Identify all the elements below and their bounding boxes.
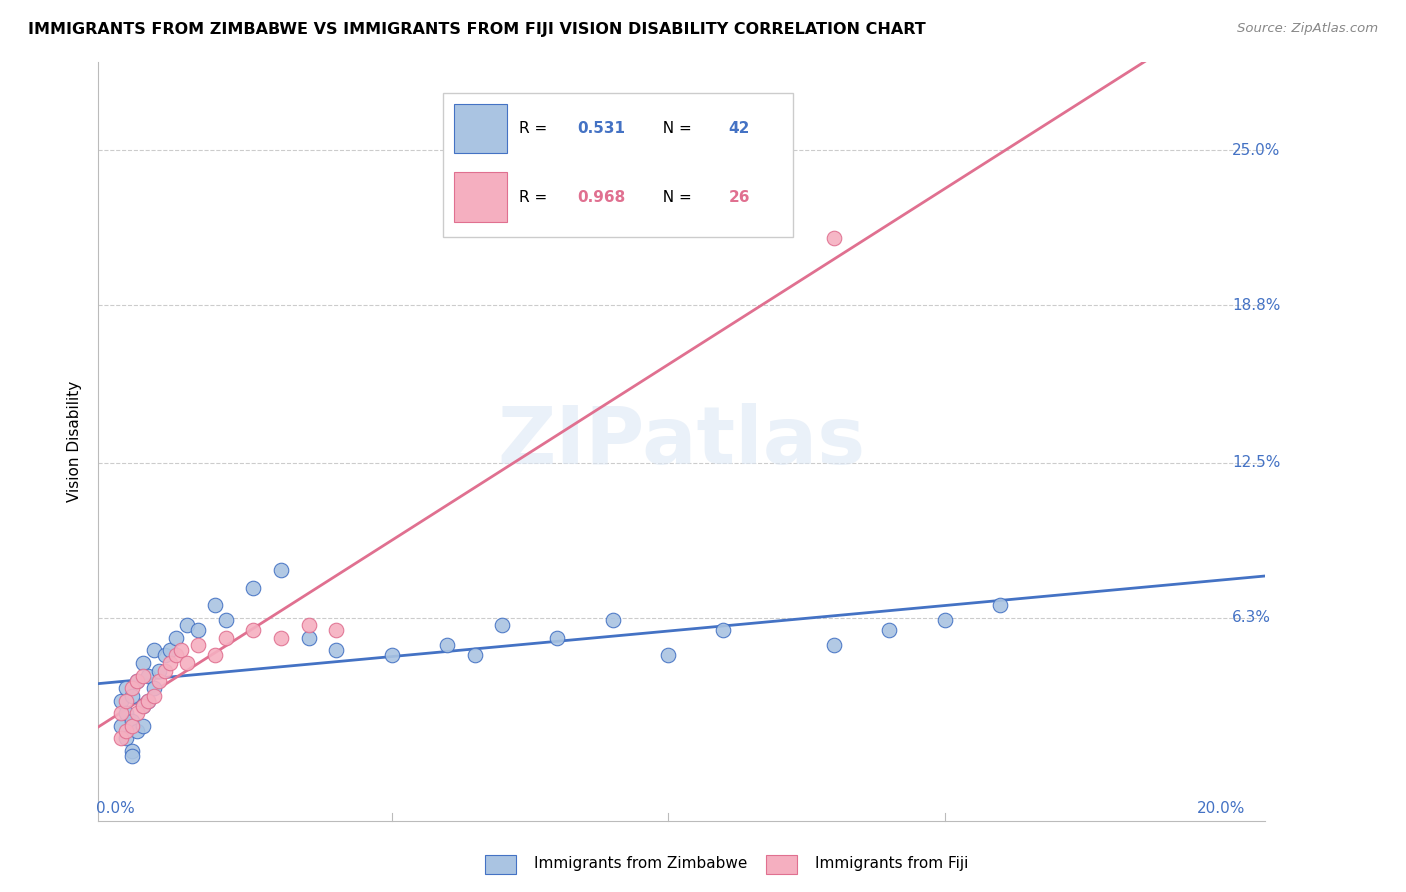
Text: 0.531: 0.531 [576,121,624,136]
Point [159,656,181,670]
Point [879,624,901,638]
Point [127,673,149,688]
Point [115,706,138,720]
Text: Source: ZipAtlas.com: Source: ZipAtlas.com [1237,22,1378,36]
Point [214,614,236,628]
Point [242,624,264,638]
Point [115,693,138,707]
Point [142,681,165,695]
Point [713,624,735,638]
Point [136,668,159,682]
Text: Immigrants from Fiji: Immigrants from Fiji [815,856,969,871]
Text: 20.0%: 20.0% [1197,801,1246,815]
Point [270,631,292,645]
Point [214,631,236,645]
Text: Immigrants from Zimbabwe: Immigrants from Zimbabwe [534,856,748,871]
Point [127,723,149,738]
Point [121,748,143,763]
Point [153,648,176,663]
Bar [454,172,508,221]
Text: R =: R = [519,190,551,205]
Text: ZIPatlas: ZIPatlas [498,402,866,481]
Text: 6.3%: 6.3% [1232,610,1271,625]
Point [204,599,226,613]
Point [127,673,149,688]
Point [115,731,138,745]
Point [297,631,319,645]
Point [823,230,845,244]
Point [491,618,513,632]
Point [136,693,159,707]
Text: R =: R = [519,121,551,136]
Point [136,693,159,707]
Point [170,643,193,657]
FancyBboxPatch shape [443,93,793,236]
Point [121,681,143,695]
Point [934,614,956,628]
Point [127,706,149,720]
Point [131,698,153,713]
Text: 12.5%: 12.5% [1232,455,1281,470]
Point [142,689,165,703]
Point [165,631,187,645]
Point [159,643,181,657]
Point [131,698,153,713]
Point [110,731,132,745]
Point [823,639,845,653]
Point [121,714,143,728]
Point [988,599,1011,613]
Point [148,673,170,688]
Point [176,656,198,670]
Text: N =: N = [652,190,696,205]
Point [121,718,143,732]
Text: 25.0%: 25.0% [1232,143,1281,158]
Point [110,706,132,720]
Point [463,648,485,663]
Point [131,656,153,670]
Bar [454,104,508,153]
Point [110,693,132,707]
Point [176,618,198,632]
Point [436,639,458,653]
Point [131,718,153,732]
Text: IMMIGRANTS FROM ZIMBABWE VS IMMIGRANTS FROM FIJI VISION DISABILITY CORRELATION C: IMMIGRANTS FROM ZIMBABWE VS IMMIGRANTS F… [28,22,927,37]
Point [115,723,138,738]
Point [131,668,153,682]
Text: 0.0%: 0.0% [96,801,135,815]
Point [148,664,170,678]
Point [380,648,402,663]
Point [115,681,138,695]
Point [242,581,264,595]
Y-axis label: Vision Disability: Vision Disability [67,381,83,502]
Point [657,648,679,663]
Point [187,624,209,638]
Point [165,648,187,663]
Point [187,639,209,653]
Point [297,618,319,632]
Point [121,689,143,703]
Point [121,743,143,757]
Point [142,643,165,657]
Point [546,631,568,645]
Text: 26: 26 [728,190,749,205]
Point [153,664,176,678]
Text: N =: N = [652,121,696,136]
Point [110,718,132,732]
Text: 42: 42 [728,121,749,136]
Point [602,614,624,628]
Point [325,624,347,638]
Text: 18.8%: 18.8% [1232,298,1281,313]
Point [270,563,292,577]
Text: 0.968: 0.968 [576,190,626,205]
Point [204,648,226,663]
Point [325,643,347,657]
